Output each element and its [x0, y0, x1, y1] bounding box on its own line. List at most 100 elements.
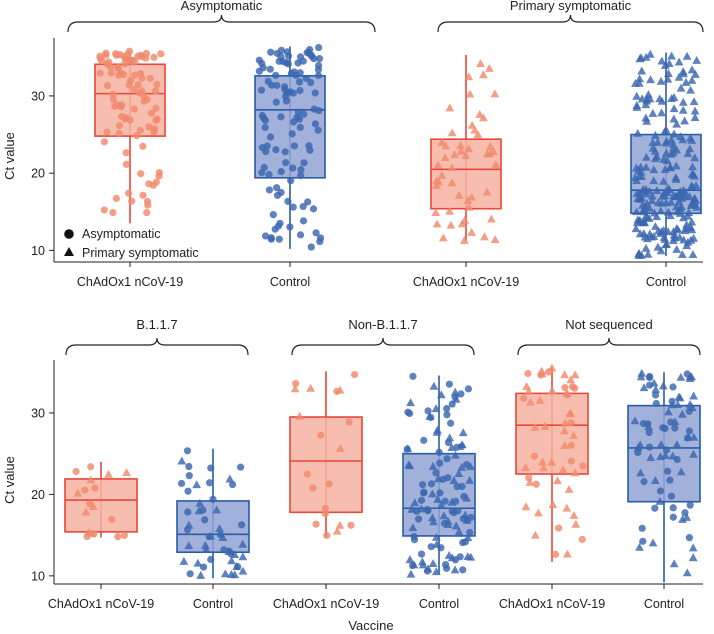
- data-point: [445, 103, 455, 112]
- data-point: [303, 470, 311, 478]
- data-point: [485, 141, 495, 150]
- data-point: [560, 441, 570, 450]
- data-point: [114, 63, 122, 71]
- data-point: [409, 372, 417, 380]
- data-point: [179, 556, 189, 565]
- data-point: [184, 541, 194, 550]
- data-point: [103, 128, 111, 136]
- data-point: [282, 59, 290, 67]
- data-point: [201, 516, 209, 524]
- data-point: [652, 152, 662, 161]
- data-point: [638, 524, 646, 532]
- data-point: [566, 375, 576, 384]
- data-point: [660, 235, 670, 243]
- data-point: [130, 86, 138, 94]
- data-point: [567, 419, 575, 427]
- data-point: [428, 461, 438, 470]
- data-point: [665, 162, 675, 171]
- data-point: [417, 557, 427, 566]
- data-point: [155, 168, 163, 177]
- data-point: [548, 500, 558, 509]
- data-point: [462, 493, 472, 502]
- data-point: [122, 160, 131, 168]
- data-point: [636, 162, 646, 171]
- data-point: [152, 104, 160, 112]
- data-point: [634, 188, 644, 197]
- data-point: [405, 555, 415, 564]
- data-point: [675, 187, 685, 195]
- data-point: [122, 114, 130, 122]
- data-point: [639, 383, 649, 392]
- data-point: [109, 90, 117, 98]
- data-point: [299, 202, 307, 211]
- data-point: [668, 236, 678, 245]
- top-y-axis-title: Ct value: [2, 132, 17, 180]
- data-point: [87, 463, 95, 471]
- data-point: [633, 128, 643, 137]
- data-point: [454, 190, 464, 199]
- data-point: [641, 52, 651, 61]
- data-point: [91, 484, 99, 492]
- data-point: [205, 479, 214, 487]
- data-point: [296, 86, 304, 95]
- data-point: [445, 206, 454, 215]
- data-point: [650, 146, 660, 155]
- data-point: [578, 535, 586, 543]
- data-point: [460, 235, 469, 244]
- group-label: Asymptomatic: [181, 0, 263, 13]
- data-point: [551, 550, 560, 558]
- data-point: [689, 449, 698, 458]
- data-point: [690, 113, 700, 121]
- data-point: [667, 418, 675, 426]
- data-point: [675, 393, 685, 402]
- data-point: [637, 172, 647, 180]
- data-point: [669, 114, 679, 123]
- data-point: [314, 126, 322, 134]
- data-point: [535, 395, 545, 404]
- data-point: [659, 154, 669, 163]
- data-point: [418, 481, 427, 489]
- data-point: [631, 224, 641, 233]
- data-point: [655, 496, 665, 505]
- data-point: [194, 506, 204, 515]
- data-point: [443, 516, 453, 525]
- data-point: [681, 77, 691, 86]
- data-point: [662, 136, 672, 145]
- data-point: [297, 171, 305, 180]
- data-point: [668, 451, 678, 460]
- data-point: [667, 51, 676, 60]
- data-point: [443, 404, 451, 413]
- data-points: [630, 368, 699, 577]
- data-point: [185, 462, 193, 471]
- data-point: [295, 78, 304, 86]
- data-point: [686, 200, 696, 209]
- data-point: [632, 176, 641, 185]
- data-point: [466, 462, 476, 471]
- data-point: [682, 568, 692, 577]
- data-point: [669, 191, 678, 200]
- data-point: [302, 74, 310, 82]
- data-point: [658, 381, 668, 390]
- data-point: [427, 543, 435, 551]
- data-point: [663, 467, 672, 475]
- data-point: [660, 127, 670, 136]
- data-point: [559, 426, 569, 435]
- data-point: [558, 465, 568, 474]
- data-point: [265, 186, 274, 194]
- data-point: [547, 363, 557, 372]
- data-point: [104, 469, 113, 478]
- bottom-x-axis-title: Vaccine: [348, 618, 393, 633]
- data-point: [428, 489, 437, 498]
- iqr-box: [94, 63, 166, 137]
- data-point: [316, 234, 325, 242]
- data-point: [287, 177, 295, 185]
- data-point: [406, 398, 415, 407]
- data-point: [300, 110, 308, 118]
- data-point: [459, 515, 467, 523]
- x-tick-label: ChAdOx1 nCoV-19: [499, 597, 605, 611]
- data-point: [562, 388, 572, 397]
- data-point: [230, 550, 240, 559]
- data-point: [464, 144, 474, 153]
- data-point: [193, 558, 203, 567]
- data-point: [647, 191, 657, 200]
